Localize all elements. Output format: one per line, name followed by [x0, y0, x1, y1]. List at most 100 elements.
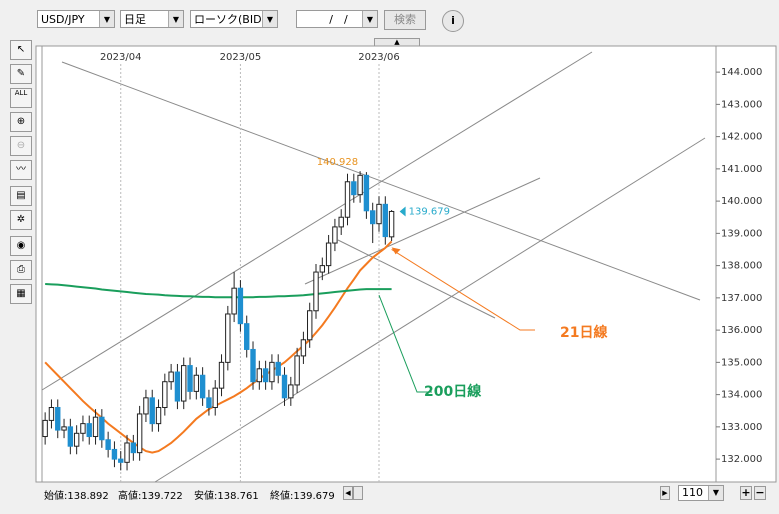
- candle-body: [174, 371, 181, 402]
- pair-select[interactable]: USD/JPY ▼: [37, 10, 115, 28]
- status-close: 終値:139.679: [270, 491, 335, 502]
- y-tick-label: 141.000: [721, 164, 762, 175]
- status-open: 始値:138.892: [44, 491, 109, 502]
- count: 110: [682, 486, 703, 499]
- candle-body: [86, 423, 92, 438]
- candle-body: [300, 339, 307, 357]
- trend-line: [304, 177, 541, 285]
- candle-body: [250, 348, 256, 383]
- candle-body: [55, 407, 61, 431]
- grid-tool[interactable]: ▦: [10, 284, 32, 304]
- candle-body: [162, 381, 168, 409]
- candle-body: [124, 442, 130, 463]
- search: 検索: [394, 13, 416, 26]
- candle-body: [118, 458, 124, 463]
- zoom-minus[interactable]: −: [754, 486, 766, 500]
- trend-line: [337, 239, 496, 319]
- candle-body: [256, 368, 263, 383]
- candle-body: [313, 271, 319, 312]
- candle-body: [281, 374, 288, 399]
- pointer: [378, 294, 432, 393]
- candle-body: [307, 310, 313, 341]
- y-tick-label: 138.000: [721, 261, 762, 272]
- scroll-left[interactable]: ◀: [343, 486, 353, 500]
- candle-body: [332, 226, 338, 244]
- candle-body: [136, 413, 143, 454]
- candle-body: [67, 426, 74, 447]
- candle-body: [92, 416, 99, 438]
- candle-body: [294, 355, 300, 386]
- y-tick-label: 135.000: [721, 357, 762, 368]
- scroll-thumb[interactable]: [353, 486, 363, 500]
- cursor-tool[interactable]: ↖: [10, 40, 32, 60]
- last-marker: [399, 206, 406, 217]
- erase-all-tool[interactable]: ALL: [10, 88, 32, 108]
- candle-body: [231, 287, 237, 315]
- peak-label: 140.928: [317, 157, 358, 168]
- scroll-right[interactable]: ▶: [660, 486, 670, 500]
- candle-body: [155, 407, 162, 425]
- info-button[interactable]: i: [442, 10, 464, 32]
- candle-body: [149, 397, 155, 425]
- chart-frame: [35, 45, 777, 483]
- candle-body: [275, 361, 281, 376]
- y-tick-label: 136.000: [721, 325, 762, 336]
- candle-body: [218, 361, 225, 389]
- pointer-head: [391, 247, 401, 255]
- last-label: 139.679: [409, 206, 450, 217]
- candle-body: [143, 397, 149, 415]
- date: / /: [329, 13, 348, 26]
- candle-body: [168, 371, 174, 383]
- candle-body: [363, 174, 370, 212]
- y-tick-label: 133.000: [721, 422, 762, 433]
- candle-body: [73, 432, 80, 447]
- candle-body: [288, 384, 294, 399]
- trend-line: [41, 51, 593, 391]
- trend-line: [61, 61, 701, 301]
- date-select[interactable]: / / ▼: [296, 10, 378, 28]
- y-tick-label: 144.000: [721, 67, 762, 78]
- view-tool[interactable]: ◉: [10, 236, 32, 256]
- table-tool[interactable]: ▤: [10, 186, 32, 206]
- pointer: [391, 249, 535, 331]
- zoom-in-tool[interactable]: ⊕: [10, 112, 32, 132]
- status-low: 安値:138.761: [194, 491, 259, 502]
- y-tick-label: 142.000: [721, 132, 762, 143]
- candle-body: [319, 265, 326, 273]
- y-tick-label: 139.000: [721, 228, 762, 239]
- candle-body: [99, 416, 105, 441]
- candle-body: [187, 365, 193, 392]
- trend-lines: [41, 51, 706, 483]
- candle-body: [344, 181, 351, 218]
- ma-line: [45, 282, 392, 299]
- zoom-plus[interactable]: +: [740, 486, 752, 500]
- legend-label: 21日線: [560, 324, 607, 341]
- candle-body: [382, 203, 388, 238]
- print-tool[interactable]: ⎙: [10, 260, 32, 280]
- search-button[interactable]: 検索: [384, 10, 426, 30]
- count-select[interactable]: 110 ▼: [678, 485, 724, 501]
- x-tick-label: 2023/04: [100, 52, 142, 63]
- x-tick-label: 2023/05: [220, 52, 262, 63]
- indicator-tool[interactable]: 〰: [10, 160, 32, 180]
- style-select[interactable]: ローソク(BID) ▼: [190, 10, 278, 28]
- candle-body: [181, 365, 187, 402]
- candle-body: [269, 361, 275, 383]
- zoom-out-tool[interactable]: ⊖: [10, 136, 32, 156]
- candle-body: [325, 242, 332, 267]
- candle-body: [388, 210, 395, 238]
- candle-body: [357, 174, 363, 196]
- y-tick-label: 140.000: [721, 196, 762, 207]
- pair: USD/JPY: [41, 13, 85, 26]
- candle-body: [105, 439, 111, 450]
- period-select[interactable]: 日足 ▼: [120, 10, 184, 28]
- candle-body: [111, 448, 118, 460]
- period: 日足: [124, 13, 146, 26]
- legend-label: 200日線: [424, 383, 481, 400]
- mark-tool[interactable]: ✲: [10, 210, 32, 230]
- draw-tool[interactable]: ✎: [10, 64, 32, 84]
- candle-body: [42, 419, 48, 438]
- candle-body: [130, 442, 137, 454]
